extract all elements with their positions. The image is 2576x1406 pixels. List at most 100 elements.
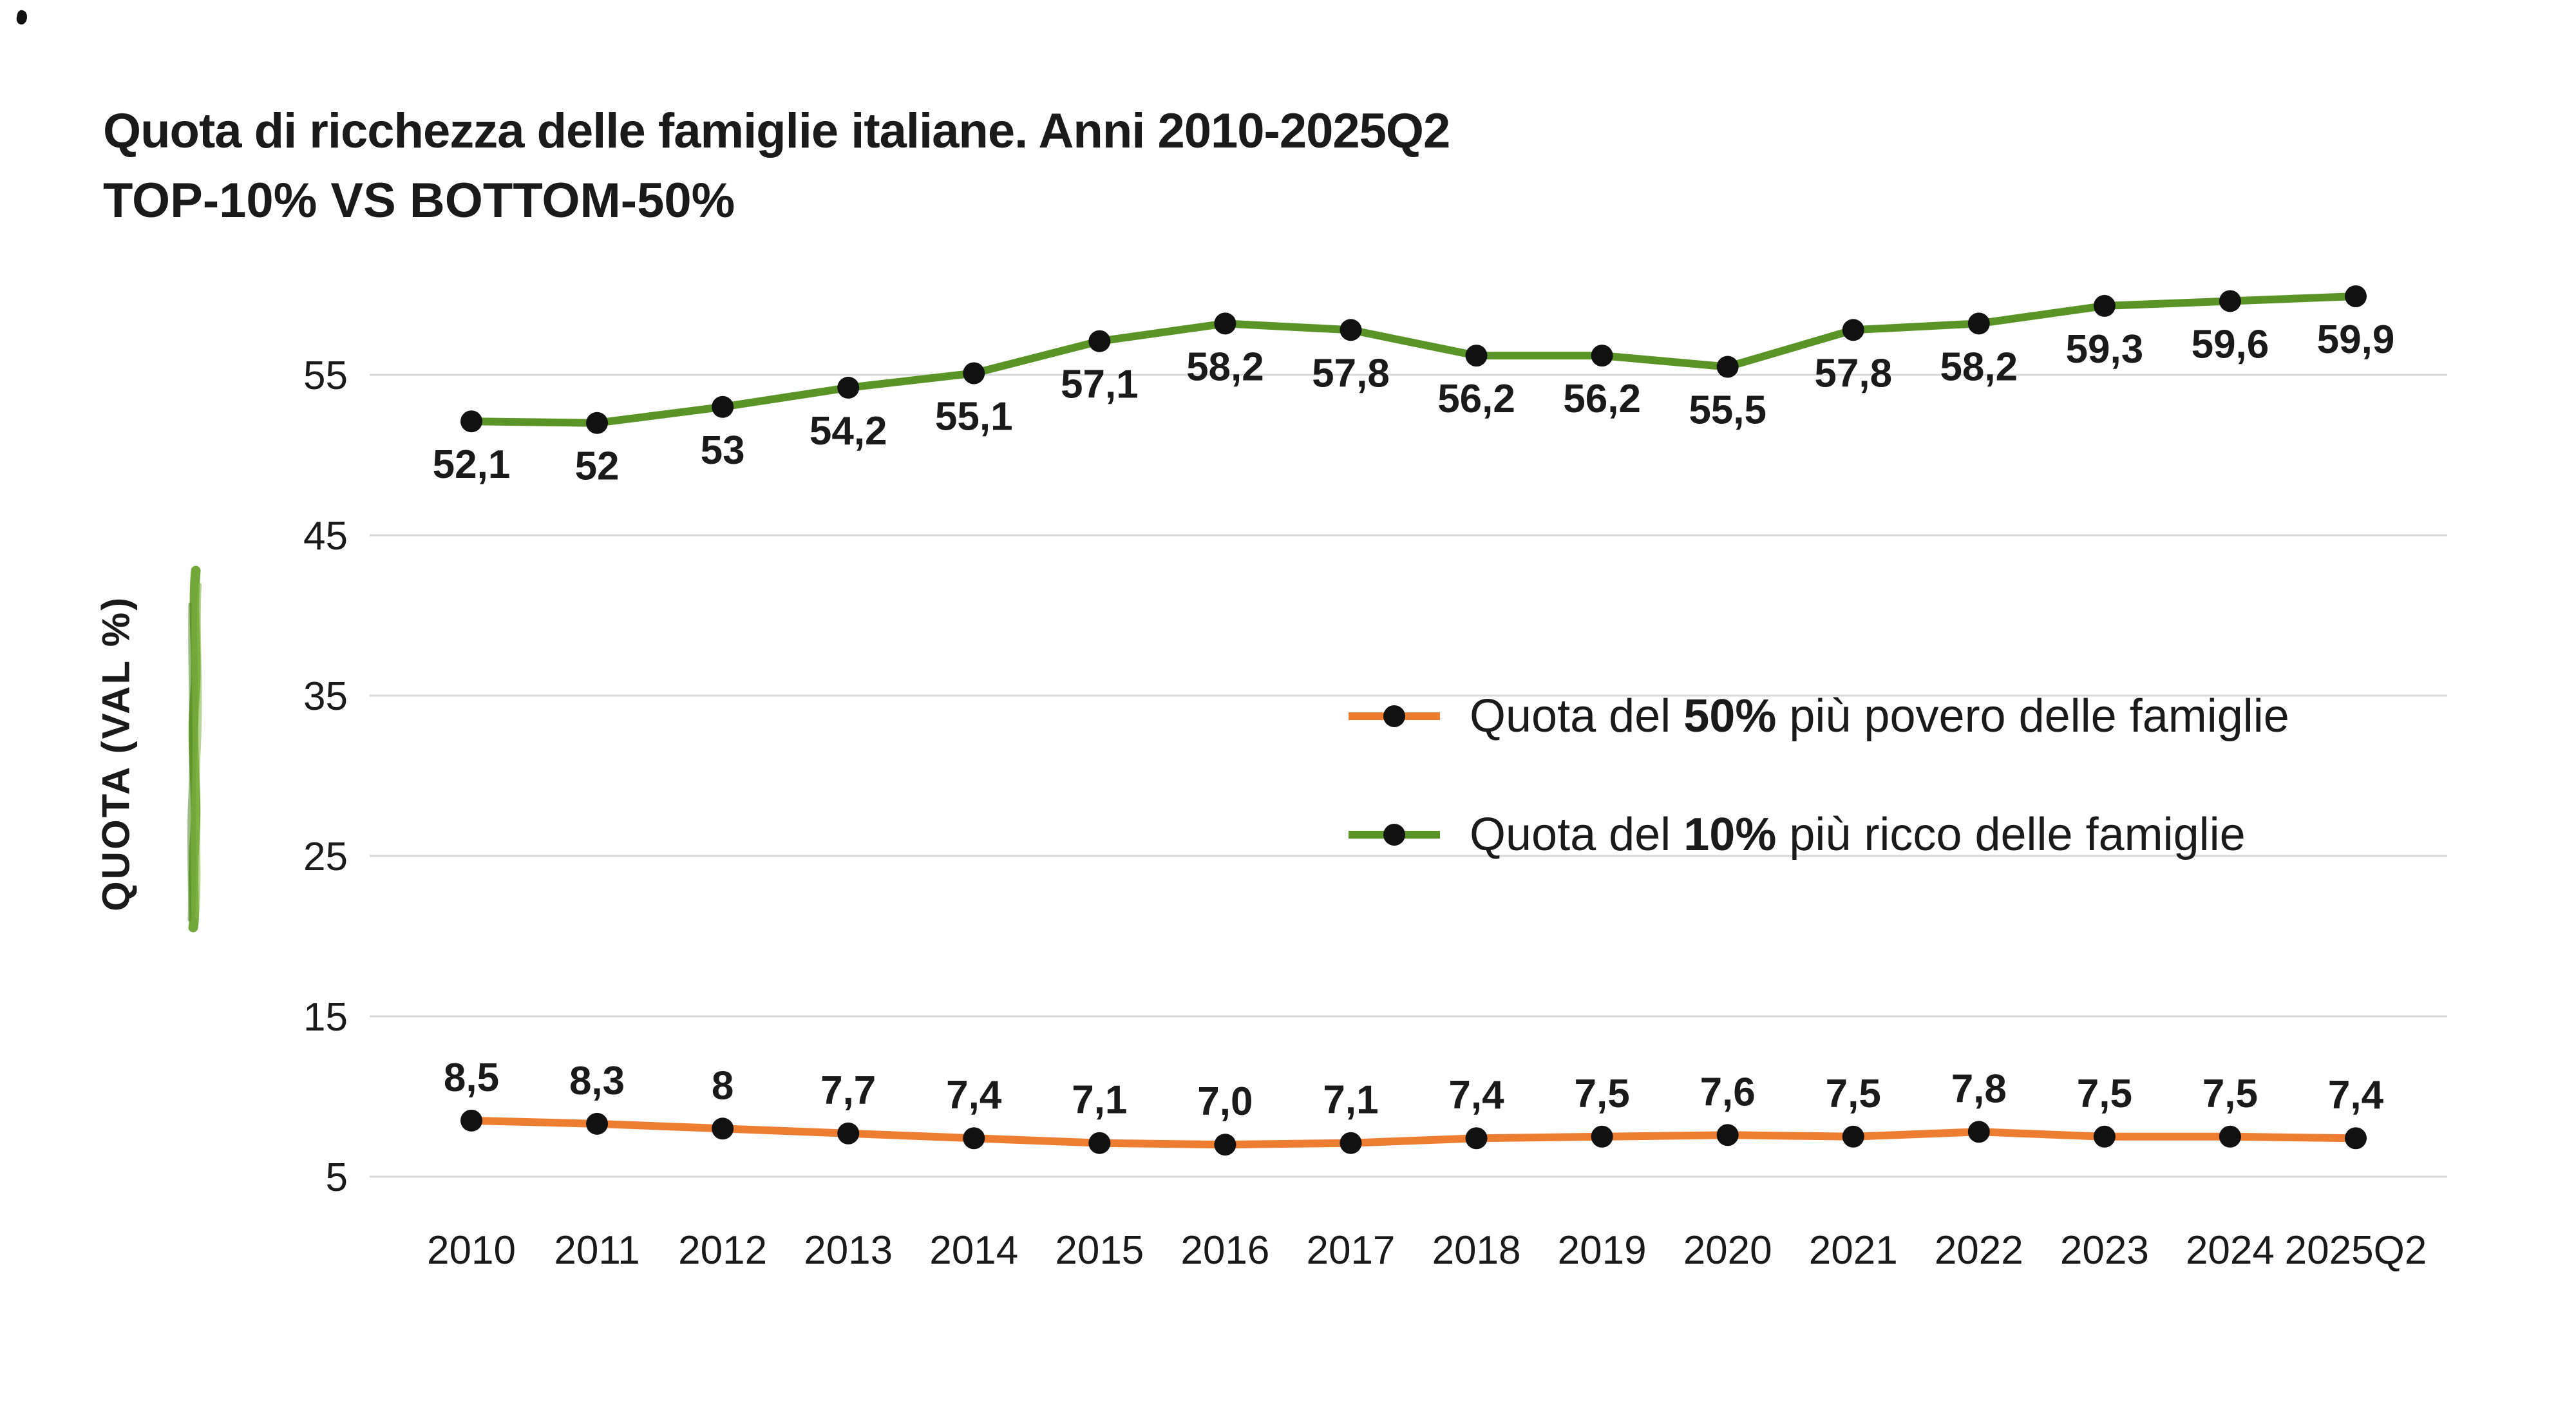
data-point-bottom50-2011	[586, 1112, 609, 1135]
y-tick-labels: 5 15 25 35 45 55	[303, 354, 348, 1200]
y-tick-label: 35	[303, 674, 348, 719]
data-label-bottom50-2010: 8,5	[444, 1056, 499, 1100]
x-axis-label-2011: 2011	[554, 1228, 639, 1273]
data-point-top10-2013	[837, 376, 860, 399]
data-point-top10-2012	[712, 395, 734, 418]
chart-legend: Quota del 50% più povero delle famiglie …	[1346, 684, 2289, 867]
data-label-bottom50-2011: 8,3	[569, 1059, 625, 1103]
series-markers-top10	[460, 285, 2367, 434]
chart-subtitle: TOP-10% VS BOTTOM-50%	[103, 173, 735, 228]
data-label-bottom50-2019: 7,5	[1574, 1072, 1629, 1116]
data-label-top10-2013: 54,2	[810, 409, 887, 453]
data-point-top10-2018	[1465, 345, 1488, 367]
x-axis-label-2013: 2013	[804, 1228, 893, 1273]
data-point-top10-2024	[2219, 290, 2241, 312]
data-point-bottom50-2017	[1340, 1132, 1362, 1154]
x-axis-labels: 2010 2011 2012 2013 2014 2015 2016 2017 2018 2019…	[427, 1228, 2427, 1273]
data-point-bottom50-2019	[1591, 1125, 1613, 1148]
data-label-top10-2023: 59,3	[2066, 327, 2144, 372]
data-label-bottom50-2015: 7,1	[1072, 1078, 1127, 1123]
series-value-labels-bottom50: 8,5 8,3 8 7,7 7,4 7,1 7,0 7,1 7,4 7,5 7,6 7,5 7,8 7,5…	[444, 1056, 2384, 1124]
data-label-top10-2019: 56,2	[1563, 377, 1641, 421]
data-label-bottom50-2016: 7,0	[1197, 1079, 1253, 1124]
x-axis-label-2016: 2016	[1180, 1228, 1269, 1273]
data-point-top10-2017	[1340, 319, 1362, 341]
data-point-top10-2021	[1842, 319, 1864, 341]
chart-title: Quota di ricchezza delle famiglie italia…	[103, 104, 1450, 158]
data-label-bottom50-2020: 7,6	[1700, 1070, 1756, 1114]
data-label-bottom50-2024: 7,5	[2202, 1072, 2258, 1116]
data-label-bottom50-2018: 7,4	[1448, 1073, 1504, 1117]
legend-label-top10: Quota del 10% più ricco delle famiglie	[1470, 809, 2246, 860]
data-point-top10-2020	[1716, 356, 1739, 378]
x-axis-label-2018: 2018	[1432, 1228, 1521, 1273]
x-axis-label-2017: 2017	[1306, 1228, 1395, 1273]
series-line-top10	[468, 292, 2360, 427]
data-point-top10-2011	[586, 412, 609, 434]
data-label-top10-2012: 53	[701, 428, 745, 473]
data-label-top10-2020: 55,5	[1689, 388, 1766, 433]
data-point-top10-2019	[1591, 345, 1613, 367]
data-point-top10-2014	[963, 362, 985, 385]
x-axis-label-2019: 2019	[1558, 1228, 1647, 1273]
data-label-top10-2010: 52,1	[433, 442, 511, 487]
data-point-top10-2015	[1088, 330, 1111, 352]
legend-label-bottom50: Quota del 50% più povero delle famiglie	[1470, 690, 2289, 742]
data-point-top10-2023	[2093, 294, 2116, 317]
data-label-top10-2017: 57,8	[1312, 351, 1390, 395]
legend-item-top10: Quota del 10% più ricco delle famiglie	[1346, 803, 2289, 867]
data-label-top10-2018: 56,2	[1437, 377, 1515, 421]
data-label-bottom50-2025Q2: 7,4	[2328, 1073, 2384, 1117]
data-point-bottom50-2022	[1967, 1121, 1990, 1143]
data-point-bottom50-2010	[460, 1109, 482, 1132]
data-point-bottom50-2018	[1465, 1127, 1488, 1150]
x-axis-label-2012: 2012	[678, 1228, 767, 1273]
data-label-bottom50-2013: 7,7	[820, 1069, 876, 1113]
brush-stroke-shadow	[187, 602, 193, 922]
data-point-bottom50-2020	[1716, 1124, 1739, 1146]
y-tick-label: 5	[326, 1155, 348, 1200]
data-point-bottom50-2023	[2093, 1125, 2116, 1148]
y-tick-label: 25	[303, 835, 348, 879]
legend-line-sample-orange	[1349, 705, 1440, 727]
data-point-bottom50-2015	[1088, 1132, 1111, 1154]
chart-title-block: Quota di ricchezza delle famiglie italia…	[103, 97, 1450, 236]
legend-marker-dot	[1383, 705, 1405, 727]
data-label-bottom50-2017: 7,1	[1323, 1078, 1378, 1123]
data-point-bottom50-2013	[837, 1122, 860, 1145]
data-point-bottom50-2024	[2219, 1125, 2241, 1148]
data-label-bottom50-2014: 7,4	[946, 1073, 1002, 1117]
x-axis-label-2023: 2023	[2060, 1228, 2149, 1273]
data-label-top10-2025Q2: 59,9	[2317, 318, 2395, 362]
data-point-bottom50-2012	[712, 1117, 734, 1140]
data-label-top10-2015: 57,1	[1061, 363, 1139, 407]
series-line-bottom50	[468, 1116, 2360, 1149]
data-label-bottom50-2012: 8	[712, 1063, 734, 1108]
data-point-bottom50-2016	[1214, 1134, 1236, 1156]
x-axis-label-2010: 2010	[427, 1228, 516, 1273]
data-point-top10-2025Q2	[2345, 285, 2367, 307]
x-axis-label-2022: 2022	[1935, 1228, 2023, 1273]
series-value-labels-top10: 52,1 52 53 54,2 55,1 57,1 58,2 57,8 56,2 56,2 55,5…	[433, 318, 2395, 489]
x-axis-label-2014: 2014	[929, 1228, 1018, 1273]
legend-line-sample-green	[1349, 824, 1440, 846]
y-gridlines	[370, 374, 2447, 1178]
x-axis-label-2020: 2020	[1683, 1228, 1772, 1273]
x-axis-label-2025Q2: 2025Q2	[2285, 1228, 2427, 1273]
data-label-bottom50-2022: 7,8	[1951, 1067, 2007, 1111]
legend-marker-dot	[1383, 824, 1405, 846]
brush-stroke-highlight	[195, 583, 202, 918]
data-label-bottom50-2021: 7,5	[1826, 1072, 1881, 1116]
data-label-top10-2021: 57,8	[1814, 351, 1892, 395]
y-tick-label: 55	[303, 354, 348, 398]
green-brush-stroke-decoration	[187, 565, 202, 933]
data-label-top10-2024: 59,6	[2192, 322, 2269, 366]
data-label-top10-2014: 55,1	[935, 395, 1013, 439]
x-axis-label-2021: 2021	[1809, 1228, 1898, 1273]
data-point-bottom50-2014	[963, 1127, 985, 1150]
data-label-top10-2022: 58,2	[1940, 345, 2018, 389]
x-axis-label-2015: 2015	[1055, 1228, 1144, 1273]
data-point-top10-2016	[1214, 312, 1236, 335]
series-markers-bottom50	[460, 1109, 2367, 1156]
